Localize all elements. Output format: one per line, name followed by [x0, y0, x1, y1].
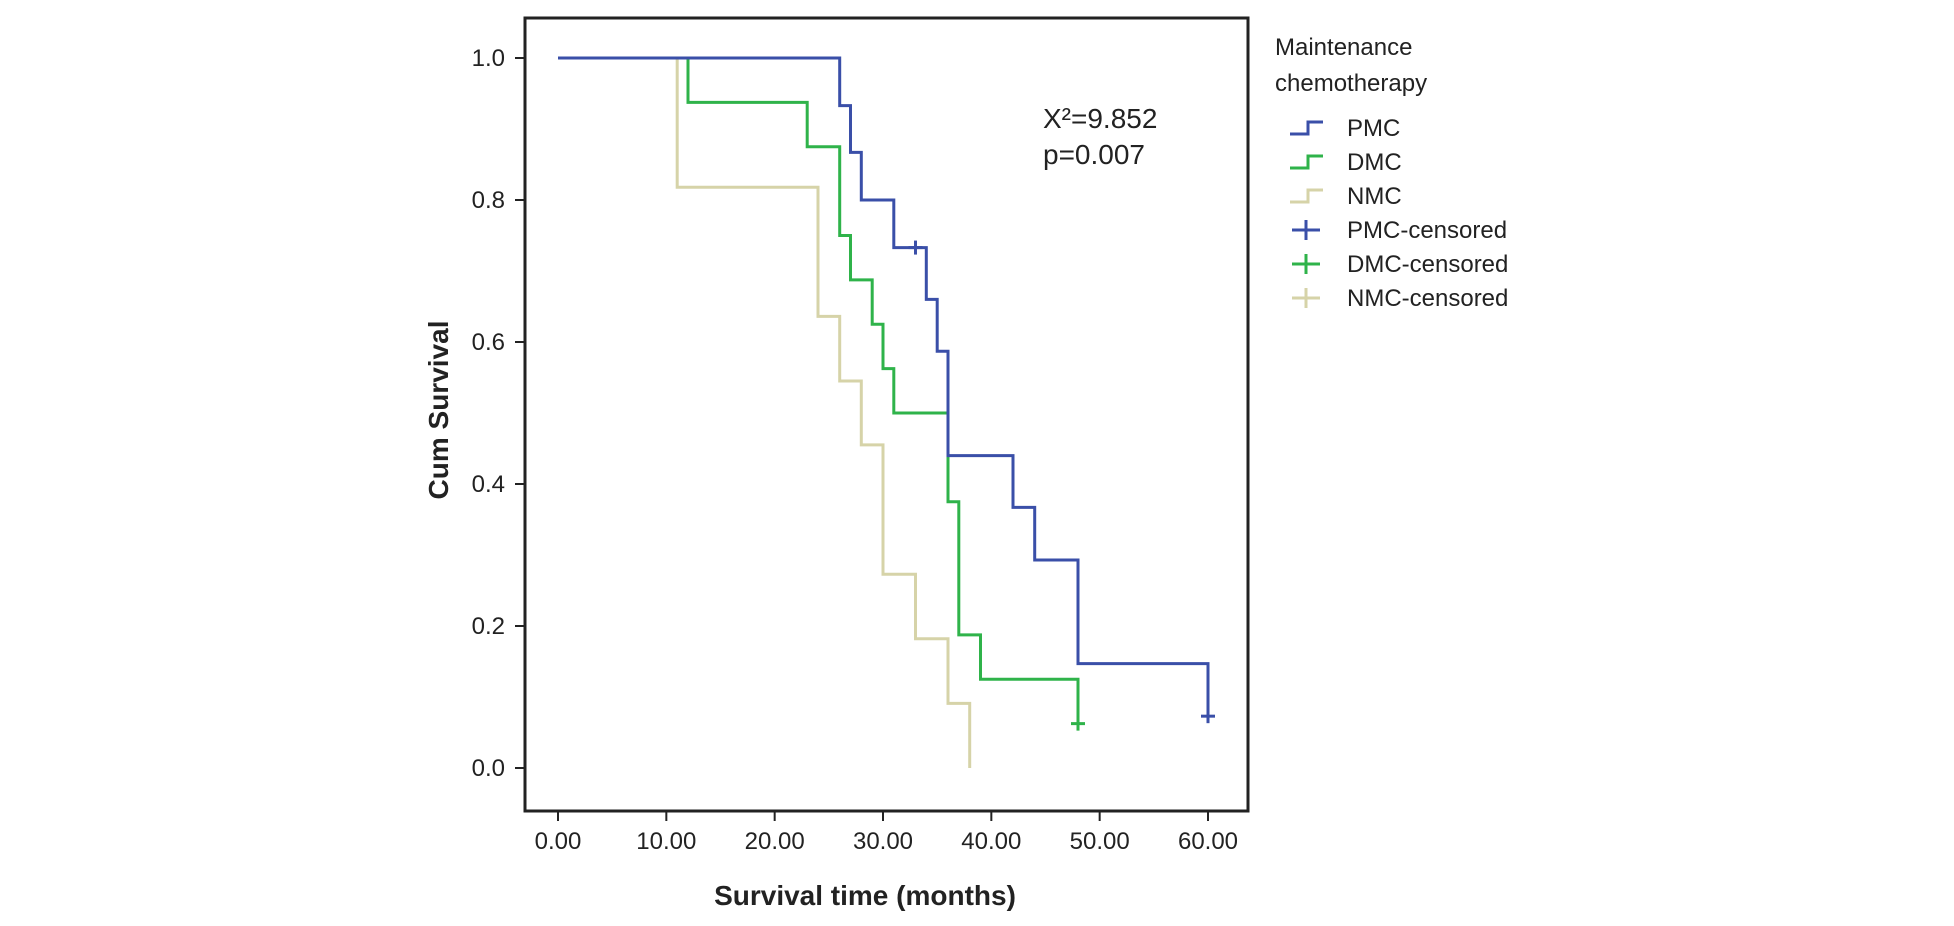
legend-label: PMC [1347, 115, 1400, 142]
legend: Maintenance chemotherapy PMC DMC NMC PMC-ce… [1275, 34, 1508, 312]
censor-mark-pmc-censored [1201, 709, 1215, 724]
plot-frame [523, 16, 1250, 813]
annotation: X²=9.852 p=0.007 [1043, 103, 1157, 170]
legend-title-line-2: chemotherapy [1275, 70, 1427, 97]
x-tick-label: 60.00 [1178, 828, 1238, 855]
legend-item-dmc-censored: DMC-censored [1292, 251, 1508, 278]
legend-label: DMC-censored [1347, 251, 1508, 278]
y-tick-label: 0.2 [472, 613, 505, 640]
legend-label: PMC-censored [1347, 217, 1507, 244]
annotation-p-value: p=0.007 [1043, 139, 1145, 170]
series-line-pmc [558, 56, 1210, 717]
legend-item-pmc-censored: PMC-censored [1292, 217, 1507, 244]
x-tick-label: 0.00 [535, 828, 582, 855]
y-tick-label: 1.0 [472, 45, 505, 72]
legend-swatch-pmc [1290, 120, 1323, 136]
y-axis-title: Cum Survival [423, 321, 454, 500]
legend-swatch-pmc-censored [1292, 220, 1320, 240]
legend-swatch-dmc [1290, 154, 1323, 170]
annotation-chi-square: X²=9.852 [1043, 103, 1157, 134]
legend-items: PMC DMC NMC PMC-censored DMC-censored NMC-cen… [1290, 115, 1508, 312]
x-axis: 0.00 10.00 20.00 30.00 40.00 50.00 60.00 [535, 811, 1238, 855]
x-tick-label: 20.00 [745, 828, 805, 855]
x-tick-label: 50.00 [1070, 828, 1130, 855]
x-axis-title: Survival time (months) [714, 880, 1016, 911]
legend-label: NMC [1347, 183, 1402, 210]
censor-mark-dmc-censored [1071, 716, 1085, 731]
y-tick-label: 0.0 [472, 755, 505, 782]
y-axis: 0.0 0.2 0.4 0.6 0.8 1.0 [472, 45, 525, 782]
legend-swatch-dmc-censored [1292, 254, 1320, 274]
legend-swatch-nmc [1290, 188, 1323, 204]
legend-item-pmc: PMC [1290, 115, 1400, 142]
legend-item-dmc: DMC [1290, 149, 1402, 176]
legend-item-nmc-censored: NMC-censored [1292, 285, 1508, 312]
x-tick-label: 30.00 [853, 828, 913, 855]
y-tick-label: 0.4 [472, 471, 505, 498]
legend-item-nmc: NMC [1290, 183, 1402, 210]
legend-label: NMC-censored [1347, 285, 1508, 312]
censor-mark-pmc-censored [908, 240, 923, 255]
series-lines [558, 56, 1210, 768]
x-tick-label: 40.00 [961, 828, 1021, 855]
series-line-dmc [558, 56, 1080, 724]
series-line-nmc [558, 56, 972, 768]
legend-label: DMC [1347, 149, 1402, 176]
legend-swatch-nmc-censored [1292, 288, 1320, 308]
x-tick-label: 10.00 [636, 828, 696, 855]
legend-title-line-1: Maintenance [1275, 34, 1412, 61]
censor-markers [908, 240, 1215, 731]
y-tick-label: 0.8 [472, 187, 505, 214]
y-tick-label: 0.6 [472, 329, 505, 356]
